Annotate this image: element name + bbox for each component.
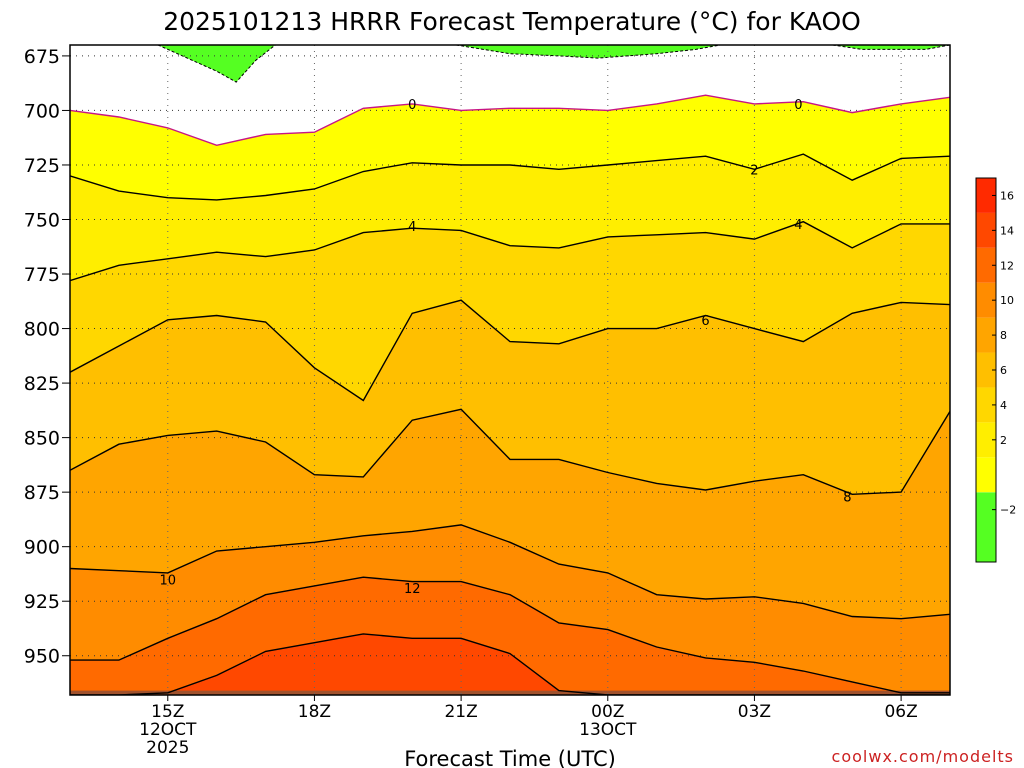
colorbar-tick-label: 10 [1000,294,1014,307]
subfreezing-region [157,45,277,83]
y-tick-label: 875 [24,482,60,504]
y-tick-label: 900 [24,537,60,559]
credit-text: coolwx.com/modelts [832,747,1014,766]
grid-lines [70,45,950,695]
contour-label: 0 [794,98,802,113]
x-tick-label: 21Z [444,702,477,722]
y-tick-label: 725 [24,155,60,177]
colorbar-segment [976,422,996,458]
x-tick-label: 13OCT [579,720,637,740]
colorbar-segment [976,457,996,493]
isotherm-4 [70,220,950,282]
x-tick-label: 15Z [151,702,184,722]
contour-label: 0 [408,98,416,113]
x-tick-label: 2025 [146,738,189,758]
contour-label: 4 [408,220,416,235]
colorbar-segment [976,282,996,318]
contour-label: 12 [404,582,421,597]
isotherm-12 [70,576,950,694]
isotherm-lines [70,94,950,695]
y-tick-label: 950 [24,646,60,668]
y-tick-label: 775 [24,264,60,286]
y-tick-label: 675 [24,46,60,68]
x-tick-label: 12OCT [139,720,197,740]
colorbar-segment [976,387,996,423]
isotherm-10 [70,524,950,620]
y-tick-label: 800 [24,319,60,341]
colorbar-segment [976,492,996,562]
subfreezing-regions [157,45,950,83]
contour-labels: 0 0 2 4 4 6 8 10 12 [160,98,852,597]
contour-label: 8 [843,491,851,506]
y-tick-label: 825 [24,373,60,395]
x-tick-label: 06Z [884,702,917,722]
contour-label: 2 [750,163,758,178]
temperature-fills [70,45,950,695]
isotherm-6 [70,299,950,402]
colorbar-segment [976,178,996,213]
colorbar-tick-label: 14 [1000,224,1014,237]
x-tick-label: 03Z [738,702,771,722]
x-tick-label: 18Z [298,702,331,722]
y-axis: 675 700 725 750 775 800 825 850 875 900 925 950 [24,46,70,668]
band-below-0 [70,45,950,146]
isotherm-2 [70,153,950,201]
colorbar-segment [976,247,996,283]
contour-label: 6 [701,314,709,329]
colorbar-tick-label: 2 [1000,434,1007,447]
y-tick-label: 750 [24,209,60,231]
x-axis-label: Forecast Time (UTC) [404,747,616,768]
colorbar-tick-label: 6 [1000,364,1007,377]
isotherm-8 [70,408,950,496]
colorbar: −2 2 4 6 8 10 12 14 16 [975,177,1016,563]
x-tick-label: 00Z [591,702,624,722]
colorbar-tick-label: −2 [1000,504,1016,517]
below-ground-band [70,690,950,695]
subfreezing-region [832,45,950,50]
colorbar-tick-label: 4 [1000,399,1007,412]
isotherm-0 [70,94,950,147]
y-tick-label: 925 [24,591,60,613]
y-tick-label: 850 [24,428,60,450]
colorbar-tick-label: 16 [1000,189,1014,202]
colorbar-tick-label: 12 [1000,259,1014,272]
colorbar-segment [976,317,996,353]
chart-title: 2025101213 HRRR Forecast Temperature (°C… [163,7,861,36]
y-tick-label: 700 [24,100,60,122]
plot-area: 0 0 2 4 4 6 8 10 12 [70,45,950,695]
isotherm-14 [70,633,950,695]
colorbar-tick-label: 8 [1000,329,1007,342]
colorbar-segment [976,352,996,388]
colorbar-segment [976,212,996,248]
contour-label: 10 [160,573,177,588]
plot-frame [69,44,951,696]
contour-label: 4 [794,218,802,233]
